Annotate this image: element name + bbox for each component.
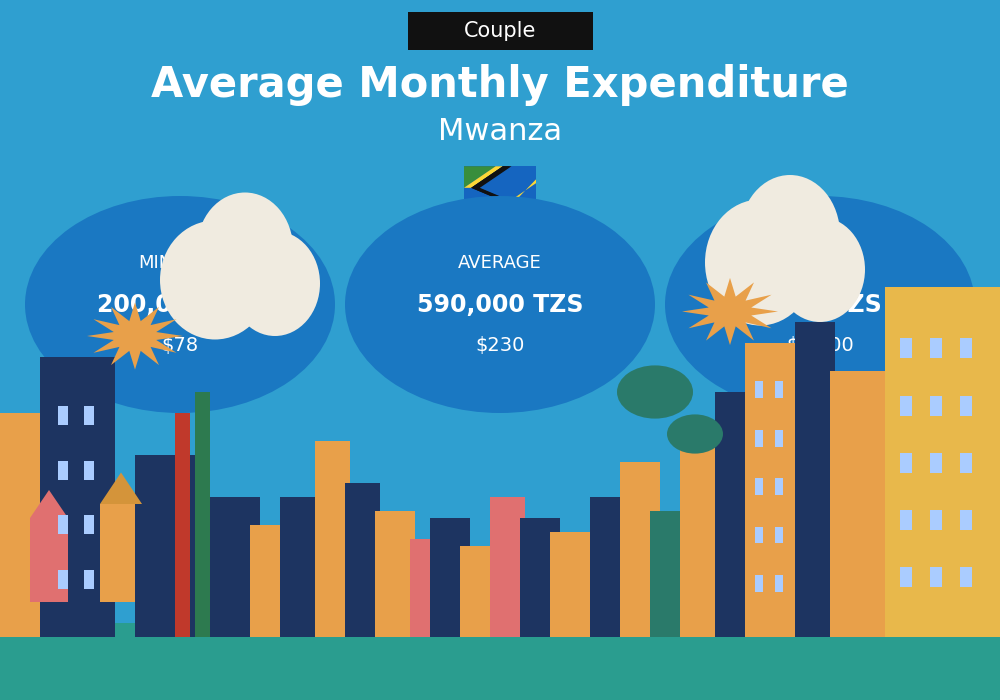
FancyBboxPatch shape <box>885 287 1000 637</box>
Circle shape <box>345 196 655 413</box>
FancyBboxPatch shape <box>900 395 912 416</box>
FancyBboxPatch shape <box>755 575 763 592</box>
Text: 200,000 TZS: 200,000 TZS <box>97 293 263 316</box>
FancyBboxPatch shape <box>900 567 912 587</box>
FancyBboxPatch shape <box>0 623 1000 700</box>
FancyBboxPatch shape <box>280 497 320 637</box>
FancyBboxPatch shape <box>960 338 972 358</box>
Polygon shape <box>30 490 68 518</box>
FancyBboxPatch shape <box>58 570 68 589</box>
Polygon shape <box>471 167 519 204</box>
FancyBboxPatch shape <box>464 167 536 204</box>
Polygon shape <box>100 473 142 504</box>
FancyBboxPatch shape <box>345 483 380 637</box>
FancyBboxPatch shape <box>30 518 68 602</box>
FancyBboxPatch shape <box>960 395 972 416</box>
FancyBboxPatch shape <box>84 570 94 589</box>
FancyBboxPatch shape <box>84 407 94 426</box>
Ellipse shape <box>705 199 815 326</box>
Polygon shape <box>504 179 536 204</box>
FancyBboxPatch shape <box>84 461 94 480</box>
FancyBboxPatch shape <box>755 478 763 495</box>
FancyBboxPatch shape <box>755 526 763 543</box>
FancyBboxPatch shape <box>775 382 783 398</box>
Text: Couple: Couple <box>464 21 536 41</box>
FancyBboxPatch shape <box>590 497 630 637</box>
FancyBboxPatch shape <box>930 453 942 473</box>
FancyBboxPatch shape <box>84 515 94 534</box>
FancyBboxPatch shape <box>830 371 890 637</box>
FancyBboxPatch shape <box>775 478 783 495</box>
FancyBboxPatch shape <box>755 382 763 398</box>
FancyBboxPatch shape <box>930 395 942 416</box>
Text: 590,000 TZS: 590,000 TZS <box>417 293 583 316</box>
Text: MAXIMUM: MAXIMUM <box>775 254 865 272</box>
Text: AVERAGE: AVERAGE <box>458 254 542 272</box>
FancyBboxPatch shape <box>490 497 525 637</box>
FancyBboxPatch shape <box>900 453 912 473</box>
FancyBboxPatch shape <box>650 511 685 637</box>
FancyBboxPatch shape <box>58 515 68 534</box>
Text: $1,200: $1,200 <box>786 336 854 355</box>
FancyBboxPatch shape <box>195 392 210 637</box>
FancyBboxPatch shape <box>40 357 115 637</box>
FancyBboxPatch shape <box>250 525 290 637</box>
FancyBboxPatch shape <box>210 497 260 637</box>
Polygon shape <box>464 167 496 188</box>
FancyBboxPatch shape <box>408 12 592 50</box>
FancyBboxPatch shape <box>775 575 783 592</box>
Circle shape <box>617 365 693 419</box>
FancyBboxPatch shape <box>960 567 972 587</box>
FancyBboxPatch shape <box>520 518 560 637</box>
FancyBboxPatch shape <box>960 510 972 530</box>
FancyBboxPatch shape <box>460 546 495 637</box>
FancyBboxPatch shape <box>930 510 942 530</box>
FancyBboxPatch shape <box>620 462 660 637</box>
FancyBboxPatch shape <box>900 338 912 358</box>
FancyBboxPatch shape <box>375 511 415 637</box>
Polygon shape <box>464 167 503 188</box>
FancyBboxPatch shape <box>550 532 600 637</box>
FancyBboxPatch shape <box>715 392 750 637</box>
FancyBboxPatch shape <box>755 430 763 447</box>
Ellipse shape <box>160 220 270 340</box>
Circle shape <box>25 196 335 413</box>
FancyBboxPatch shape <box>0 413 55 637</box>
FancyBboxPatch shape <box>135 455 200 637</box>
Polygon shape <box>87 302 183 370</box>
FancyBboxPatch shape <box>745 343 800 637</box>
Ellipse shape <box>197 193 293 304</box>
Text: MINIMUM: MINIMUM <box>138 254 222 272</box>
Ellipse shape <box>775 217 865 322</box>
FancyBboxPatch shape <box>315 441 350 637</box>
FancyBboxPatch shape <box>795 322 835 637</box>
FancyBboxPatch shape <box>58 461 68 480</box>
FancyBboxPatch shape <box>900 510 912 530</box>
Text: $230: $230 <box>475 336 525 355</box>
Text: $78: $78 <box>161 336 199 355</box>
Circle shape <box>667 414 723 454</box>
FancyBboxPatch shape <box>775 430 783 447</box>
FancyBboxPatch shape <box>100 504 142 602</box>
Text: Average Monthly Expenditure: Average Monthly Expenditure <box>151 64 849 106</box>
FancyBboxPatch shape <box>960 453 972 473</box>
Polygon shape <box>471 167 520 204</box>
Ellipse shape <box>740 175 840 294</box>
FancyBboxPatch shape <box>680 427 720 637</box>
FancyBboxPatch shape <box>930 567 942 587</box>
Circle shape <box>665 196 975 413</box>
FancyBboxPatch shape <box>58 407 68 426</box>
FancyBboxPatch shape <box>410 539 440 637</box>
Polygon shape <box>682 278 778 345</box>
Text: Mwanza: Mwanza <box>438 117 562 146</box>
FancyBboxPatch shape <box>175 413 190 637</box>
FancyBboxPatch shape <box>930 338 942 358</box>
Ellipse shape <box>230 231 320 336</box>
FancyBboxPatch shape <box>430 518 470 637</box>
FancyBboxPatch shape <box>775 526 783 543</box>
Text: 3.2M TZS: 3.2M TZS <box>758 293 882 316</box>
